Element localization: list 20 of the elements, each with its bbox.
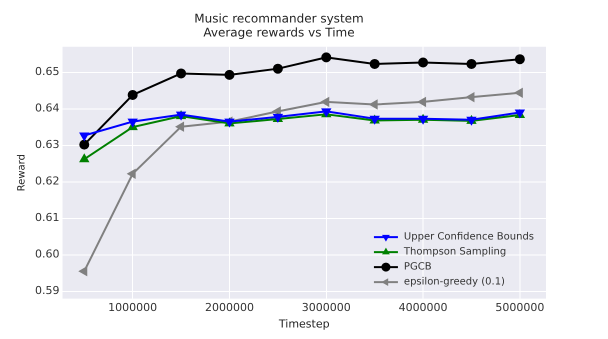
y-tick-label: 0.64 (34, 102, 60, 115)
x-tick-label: 5000000 (495, 301, 544, 314)
chart-title: Music recommander system (194, 11, 364, 26)
legend-label: PGCB (404, 262, 432, 273)
legend-label: Upper Confidence Bounds (404, 232, 534, 243)
x-axis-title: Timestep (278, 317, 330, 330)
y-tick-label: 0.60 (34, 248, 60, 261)
legend-label: Thompson Sampling (402, 246, 506, 258)
chart-subtitle: Average rewards vs Time (203, 26, 355, 40)
y-tick-label: 0.65 (34, 65, 60, 78)
y-tick-label: 0.59 (34, 284, 60, 298)
x-tick-label: 3000000 (302, 301, 351, 314)
y-tick-label: 0.63 (34, 138, 60, 152)
y-axis-title: Reward (16, 154, 28, 192)
y-tick-label: 0.61 (34, 211, 60, 224)
y-tick-label: 0.62 (34, 174, 60, 188)
legend-label: epsilon-greedy (0.1) (404, 276, 506, 288)
x-tick-label: 2000000 (204, 301, 254, 314)
x-tick-label: 1000000 (108, 301, 158, 314)
x-tick-label: 4000000 (398, 301, 448, 314)
